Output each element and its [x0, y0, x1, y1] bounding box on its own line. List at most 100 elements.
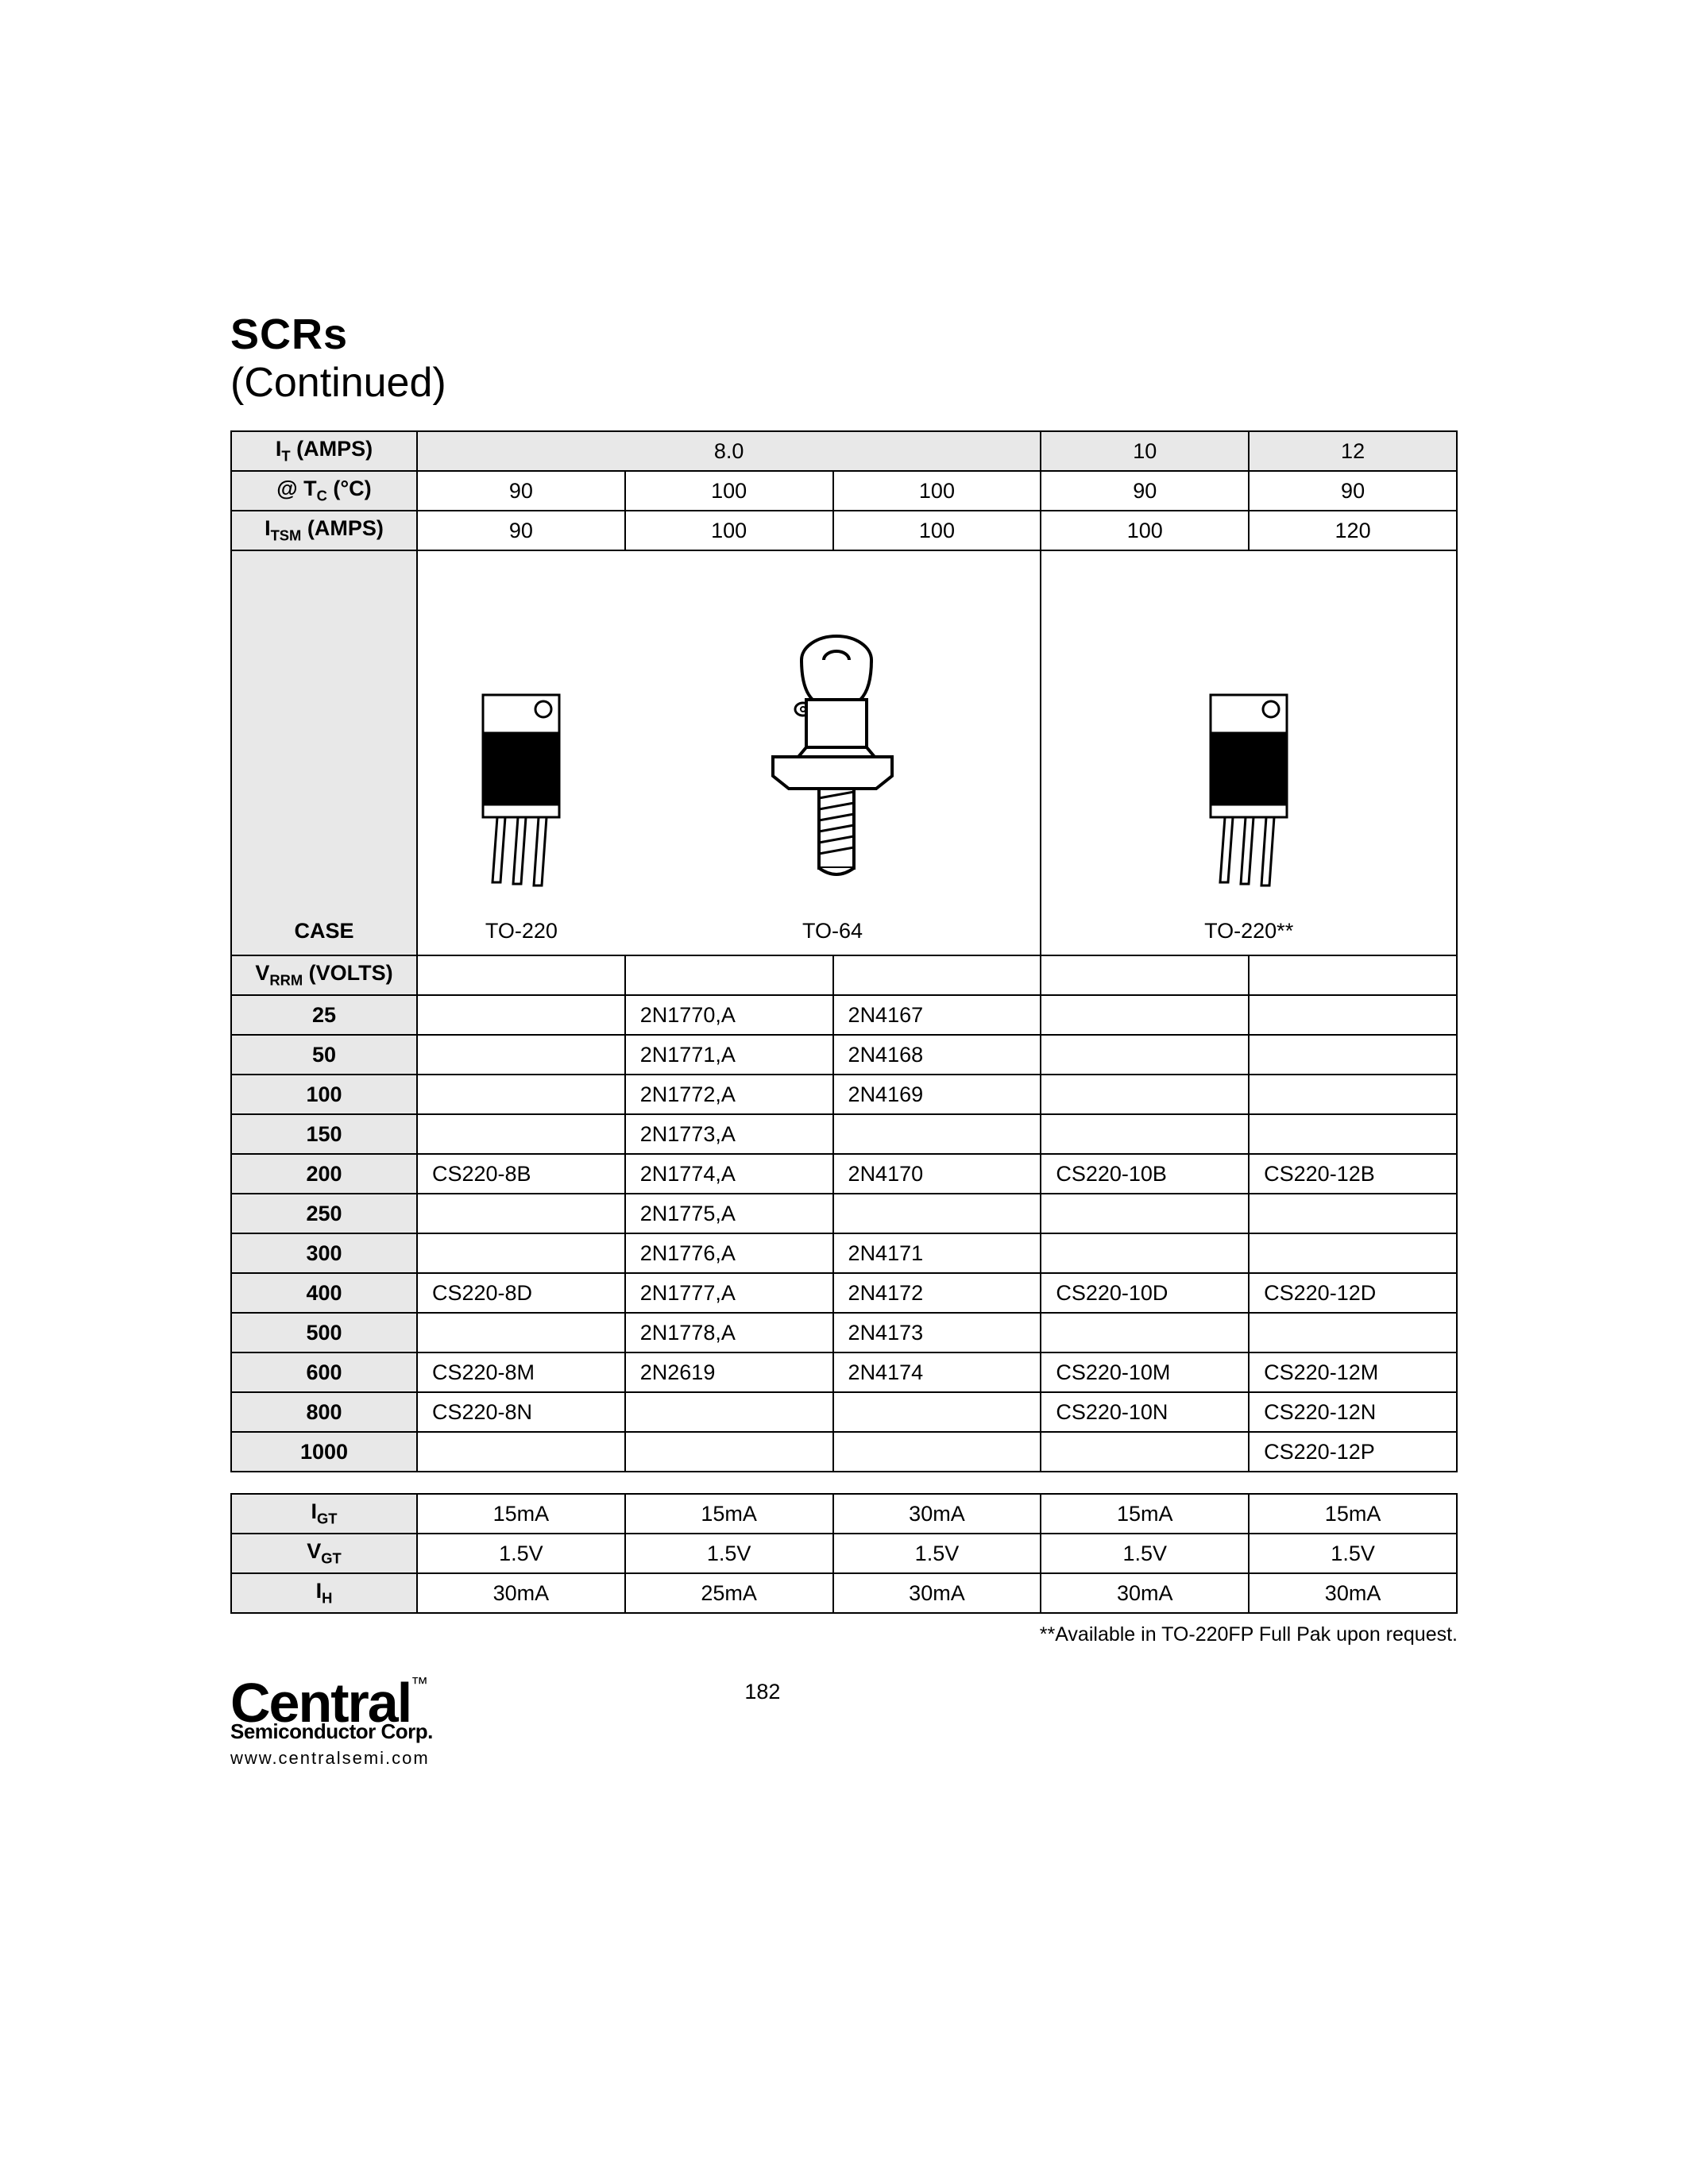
page-number: 182 — [306, 1680, 1219, 1704]
part-cell — [1041, 1075, 1249, 1114]
to220b-icon — [1193, 689, 1304, 895]
part-cell: 2N1772,A — [625, 1075, 833, 1114]
table-row: 3002N1776,A2N4171 — [231, 1233, 1457, 1273]
aux-cell: 1.5V — [1249, 1534, 1457, 1573]
part-cell: 2N4168 — [833, 1035, 1041, 1075]
part-cell: 2N1777,A — [625, 1273, 833, 1313]
table-row: 5002N1778,A2N4173 — [231, 1313, 1457, 1352]
page-subtitle: (Continued) — [230, 359, 1458, 407]
aux-cell: 1.5V — [1041, 1534, 1249, 1573]
part-cell: CS220-8B — [417, 1154, 625, 1194]
footnote: **Available in TO-220FP Full Pak upon re… — [230, 1623, 1458, 1646]
aux-label: IGT — [231, 1494, 417, 1534]
aux-cell: 15mA — [625, 1494, 833, 1534]
part-cell: 2N1774,A — [625, 1154, 833, 1194]
to220-icon — [465, 689, 577, 895]
vrrm-empty-2 — [833, 955, 1041, 995]
row-vrrm-header: VRRM (VOLTS) — [231, 955, 1457, 995]
part-cell — [1249, 1035, 1457, 1075]
tc-label: @ TC (°C) — [231, 471, 417, 511]
row-tc: @ TC (°C) 90 100 100 90 90 — [231, 471, 1457, 511]
aux-cell: 30mA — [417, 1573, 625, 1613]
it-val-8: 8.0 — [417, 431, 1041, 471]
part-cell — [417, 1035, 625, 1075]
part-cell — [1041, 1114, 1249, 1154]
part-cell: 2N1771,A — [625, 1035, 833, 1075]
part-cell: CS220-10N — [1041, 1392, 1249, 1432]
part-cell: 2N4172 — [833, 1273, 1041, 1313]
part-cell: 2N4167 — [833, 995, 1041, 1035]
case-label-0: TO-220 — [485, 919, 558, 943]
aux-label: VGT — [231, 1534, 417, 1573]
table-row: 1000CS220-12P — [231, 1432, 1457, 1472]
brand-sub: Semiconductor Corp. — [230, 1721, 433, 1742]
part-cell — [833, 1114, 1041, 1154]
page-footer: Central™ Semiconductor Corp. www.central… — [230, 1675, 1458, 1767]
part-cell — [417, 1432, 625, 1472]
part-cell: CS220-12B — [1249, 1154, 1457, 1194]
case-label-2: TO-220** — [1204, 919, 1293, 943]
part-cell: CS220-10M — [1041, 1352, 1249, 1392]
part-cell — [1249, 1233, 1457, 1273]
voltage-cell: 800 — [231, 1392, 417, 1432]
itsm-label: ITSM (AMPS) — [231, 511, 417, 550]
aux-cell: 1.5V — [417, 1534, 625, 1573]
part-cell — [417, 1313, 625, 1352]
scr-main-table: IT (AMPS) 8.0 10 12 @ TC (°C) 90 100 100… — [230, 430, 1458, 1472]
part-cell — [833, 1194, 1041, 1233]
part-cell — [417, 1233, 625, 1273]
part-cell: 2N1776,A — [625, 1233, 833, 1273]
part-cell — [1041, 1313, 1249, 1352]
aux-row: IGT15mA15mA30mA15mA15mA — [231, 1494, 1457, 1534]
part-cell: 2N1770,A — [625, 995, 833, 1035]
brand-url: www.centralsemi.com — [230, 1750, 433, 1767]
table-row: 502N1771,A2N4168 — [231, 1035, 1457, 1075]
row-it-amps: IT (AMPS) 8.0 10 12 — [231, 431, 1457, 471]
aux-row: VGT1.5V1.5V1.5V1.5V1.5V — [231, 1534, 1457, 1573]
aux-cell: 25mA — [625, 1573, 833, 1613]
table-row: 2502N1775,A — [231, 1194, 1457, 1233]
case-img-to220: TO-220 — [417, 550, 625, 955]
part-cell: 2N4170 — [833, 1154, 1041, 1194]
part-cell — [1041, 1432, 1249, 1472]
part-cell — [1041, 1233, 1249, 1273]
part-cell — [1249, 1194, 1457, 1233]
tc-4: 90 — [1249, 471, 1457, 511]
page-title: SCRs — [230, 310, 1458, 359]
aux-row: IH30mA25mA30mA30mA30mA — [231, 1573, 1457, 1613]
case-img-to220b: TO-220** — [1041, 550, 1457, 955]
it-val-12: 12 — [1249, 431, 1457, 471]
aux-cell: 30mA — [833, 1494, 1041, 1534]
aux-cell: 15mA — [1041, 1494, 1249, 1534]
tc-2: 100 — [833, 471, 1041, 511]
table-row: 200CS220-8B2N1774,A2N4170CS220-10BCS220-… — [231, 1154, 1457, 1194]
part-cell — [833, 1432, 1041, 1472]
part-cell — [1249, 995, 1457, 1035]
itsm-2: 100 — [833, 511, 1041, 550]
tc-1: 100 — [625, 471, 833, 511]
aux-cell: 15mA — [417, 1494, 625, 1534]
part-cell — [625, 1392, 833, 1432]
part-cell — [1041, 1035, 1249, 1075]
table-row: 600CS220-8M2N26192N4174CS220-10MCS220-12… — [231, 1352, 1457, 1392]
part-cell: CS220-10D — [1041, 1273, 1249, 1313]
itsm-3: 100 — [1041, 511, 1249, 550]
part-cell: 2N1778,A — [625, 1313, 833, 1352]
voltage-cell: 600 — [231, 1352, 417, 1392]
part-cell: CS220-12M — [1249, 1352, 1457, 1392]
vrrm-empty-0 — [417, 955, 625, 995]
voltage-cell: 150 — [231, 1114, 417, 1154]
vrrm-label: VRRM (VOLTS) — [231, 955, 417, 995]
voltage-cell: 500 — [231, 1313, 417, 1352]
part-cell — [1249, 1075, 1457, 1114]
table-row: 1502N1773,A — [231, 1114, 1457, 1154]
to64-icon — [757, 633, 908, 895]
itsm-1: 100 — [625, 511, 833, 550]
scr-aux-table: IGT15mA15mA30mA15mA15mAVGT1.5V1.5V1.5V1.… — [230, 1493, 1458, 1614]
part-cell: CS220-10B — [1041, 1154, 1249, 1194]
vrrm-empty-3 — [1041, 955, 1249, 995]
aux-cell: 1.5V — [833, 1534, 1041, 1573]
part-cell — [1041, 995, 1249, 1035]
part-cell — [1041, 1194, 1249, 1233]
aux-cell: 30mA — [1249, 1573, 1457, 1613]
